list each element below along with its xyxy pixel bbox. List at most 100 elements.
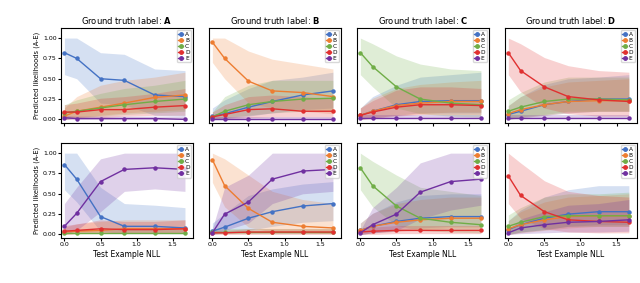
Line: D: D [63,104,186,113]
A [151,93,159,97]
A [477,99,484,102]
B [541,218,548,222]
D [595,220,602,223]
E [417,190,424,194]
Title: Ground truth label: $\bf{D}$: Ground truth label: $\bf{D}$ [525,15,616,26]
B [151,96,159,99]
E [595,116,602,119]
E [151,117,159,120]
C [244,230,252,234]
C [477,223,484,226]
B [417,218,424,222]
X-axis label: Test Example NLL: Test Example NLL [537,250,604,259]
C [120,231,128,235]
E [221,213,228,216]
D [392,106,400,109]
D [73,229,81,232]
E [564,220,572,224]
D [541,85,548,89]
A [268,100,276,103]
E [392,213,400,216]
B [595,214,602,217]
D [120,228,128,231]
D [477,104,484,107]
E [477,177,484,181]
A [625,210,633,213]
B [181,93,189,97]
D [447,103,454,106]
A [120,225,128,228]
E [73,212,81,215]
Line: C: C [507,214,630,228]
A [209,230,216,233]
D [209,115,216,119]
A [369,225,376,228]
A [97,215,104,218]
E [356,231,364,235]
Line: B: B [63,93,186,118]
B [595,99,602,102]
D [595,98,602,102]
D [61,110,68,114]
B [209,40,216,44]
E [447,116,454,119]
Line: D: D [359,229,483,233]
C [541,215,548,218]
D [97,227,104,230]
E [329,117,337,120]
Y-axis label: Predicted likelihoods (A-E): Predicted likelihoods (A-E) [34,147,40,234]
Legend: A, B, C, D, E: A, B, C, D, E [324,30,339,63]
Legend: A, B, C, D, E: A, B, C, D, E [473,145,487,177]
C [477,103,484,106]
C [221,230,228,234]
C [61,231,68,235]
C [369,65,376,68]
Line: D: D [211,107,335,119]
E [356,116,364,119]
E [97,180,104,183]
B [564,215,572,218]
Line: A: A [359,99,483,117]
D [504,51,512,54]
B [356,229,364,232]
X-axis label: Test Example NLL: Test Example NLL [241,250,308,259]
E [504,116,512,119]
D [504,174,512,178]
A [625,97,633,101]
A [504,228,512,231]
Line: B: B [211,158,335,230]
B [73,230,81,233]
Line: C: C [507,98,630,113]
C [541,100,548,103]
B [516,223,524,226]
A [299,204,307,208]
D [516,69,524,72]
B [299,225,307,228]
B [356,113,364,117]
D [516,194,524,197]
D [356,230,364,234]
Line: B: B [359,217,483,232]
A [209,114,216,118]
C [329,230,337,234]
Line: A: A [211,89,335,118]
Line: D: D [507,174,630,224]
D [369,110,376,114]
C [392,204,400,208]
D [417,103,424,106]
E [369,223,376,226]
A [477,215,484,218]
E [541,223,548,226]
C [151,100,159,103]
E [625,218,633,222]
A [516,223,524,226]
E [181,168,189,171]
B [221,184,228,187]
A [564,213,572,216]
Line: C: C [359,51,483,106]
D [268,230,276,234]
E [329,168,337,171]
E [625,116,633,119]
D [541,210,548,213]
A [392,220,400,223]
